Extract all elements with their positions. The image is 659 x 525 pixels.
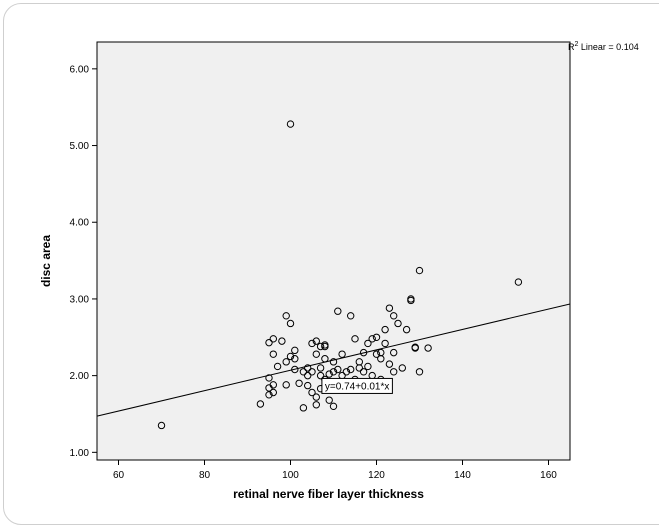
scatter-chart: 60 80 100 120 140 160 1.00 2.00 3.00 4.00 5.00 6.0… [39,41,639,501]
data-point [304,381,312,390]
data-point [273,362,282,371]
data-point [269,350,277,358]
data-point [334,307,342,315]
data-point [321,341,329,349]
x-axis-title: retinal nerve fiber layer thickness [233,487,424,501]
data-point [424,344,432,352]
r2-prefix: R [568,42,575,52]
data-point [282,381,290,389]
data-point [256,400,265,408]
data-point [347,365,355,374]
data-point [355,358,363,366]
y-axis: 1.00 2.00 3.00 4.00 5.00 6.00 [70,64,97,459]
x-tick-label: 80 [199,470,211,481]
data-point [372,350,381,358]
data-point [394,319,402,328]
r2-superscript: 2 [575,41,579,48]
equation-box [321,377,393,394]
data-point [269,381,277,389]
data-point [269,388,277,397]
fit-line [96,303,571,417]
equation-text: y=0.74+0.01*x [325,381,390,392]
data-point [265,338,273,347]
y-tick-label: 3.00 [70,294,90,305]
data-point [291,355,299,363]
data-point [286,319,295,328]
data-point [398,364,406,372]
x-axis: 60 80 100 120 140 160 [113,460,557,481]
data-point [278,337,286,345]
data-point [342,368,351,376]
data-point [265,374,273,382]
plot-area [96,41,571,461]
data-point [364,362,372,371]
data-point [308,339,316,348]
data-point [329,402,338,411]
data-point [286,120,295,128]
data-point [347,312,355,320]
data-point [359,368,368,376]
x-tick-label: 100 [282,470,299,481]
data-point [390,368,398,376]
data-point [295,379,303,388]
data-point [308,368,316,376]
data-point [308,388,316,397]
data-point [316,342,325,351]
data-point [325,370,333,378]
data-point [282,312,290,320]
data-point [334,365,342,374]
data-point [312,401,320,409]
data-point [514,278,523,286]
y-axis-title: disc area [39,235,53,287]
data-point [372,333,381,341]
data-point [385,360,394,368]
data-points [157,120,523,430]
data-point [312,337,320,345]
data-point [286,352,295,361]
data-point [415,266,424,275]
data-point [381,325,389,334]
data-point [291,346,299,355]
data-point [385,304,394,312]
data-point [364,339,372,348]
data-point [304,371,312,380]
data-point [282,358,290,366]
data-point [316,371,325,380]
x-tick-label: 160 [540,470,557,481]
data-point [368,335,376,343]
data-point [329,358,338,366]
y-tick-label: 4.00 [70,218,90,229]
r2-label: R2 Linear = 0.104 [568,41,639,52]
data-point [390,312,398,320]
data-point [351,335,359,343]
y-tick-label: 5.00 [70,141,90,152]
data-point [390,348,398,357]
r2-suffix: Linear = 0.104 [578,42,638,52]
data-point [381,339,389,348]
data-point [329,368,338,376]
data-point [312,393,320,401]
data-point [299,404,308,412]
data-point [411,344,419,352]
y-tick-label: 6.00 [70,64,90,75]
y-tick-label: 1.00 [70,448,90,459]
y-tick-label: 2.00 [70,371,90,382]
equation-label: y=0.74+0.01*x [321,377,393,394]
data-point [304,364,312,372]
data-point [402,325,411,334]
data-point [415,368,424,376]
x-tick-label: 120 [368,470,385,481]
data-point [265,391,273,399]
data-point [299,368,308,376]
data-point [269,335,277,343]
x-tick-label: 140 [454,470,471,481]
data-point [377,348,385,357]
data-point [316,364,325,372]
data-point [157,421,166,430]
x-tick-label: 60 [113,470,125,481]
data-point [407,296,415,305]
data-point [338,350,346,358]
data-point [312,350,320,358]
data-point [325,396,333,404]
